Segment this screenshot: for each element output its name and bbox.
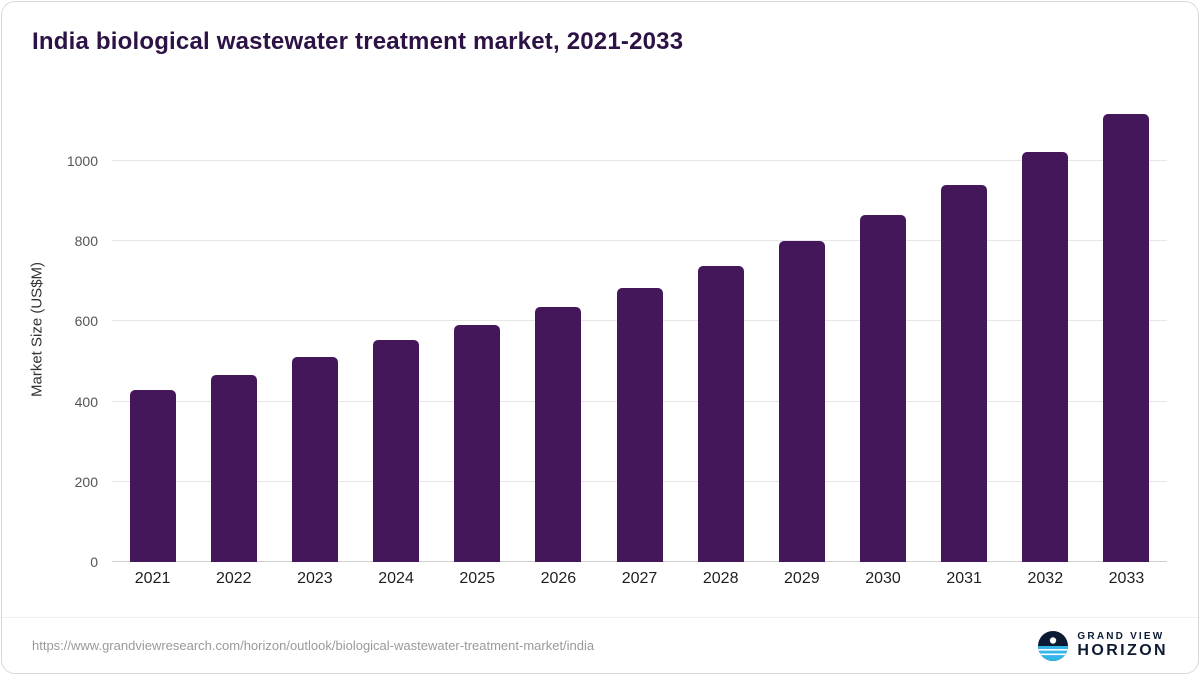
x-tick-label: 2028: [702, 570, 739, 587]
bar-2031: [941, 184, 988, 562]
brand-name-top: GRAND VIEW: [1077, 631, 1165, 643]
bar-2022: [210, 375, 257, 562]
source-url[interactable]: https://www.grandviewresearch.com/horizo…: [32, 638, 595, 653]
bar-2032: [1022, 152, 1069, 562]
x-tick-label: 2026: [540, 570, 577, 587]
x-tick-label: 2032: [1027, 570, 1064, 587]
x-tick-label: 2025: [459, 570, 495, 587]
x-tick-label: 2029: [784, 570, 820, 587]
bar-2030: [859, 214, 906, 562]
bar-2028: [697, 265, 744, 562]
bar-2025: [454, 324, 501, 562]
x-tick-label: 2021: [134, 570, 171, 587]
x-tick-label: 2031: [946, 570, 982, 587]
chart-title: India biological wastewater treatment ma…: [32, 28, 684, 55]
brand-name: GRAND VIEW HORIZON: [1077, 631, 1168, 660]
x-tick-label: 2030: [865, 570, 901, 587]
y-tick-label: 0: [90, 554, 98, 570]
bar-2033: [1103, 113, 1150, 562]
brand-logo: GRAND VIEW HORIZON: [1038, 630, 1168, 661]
gridline: [112, 160, 1167, 162]
bar-2026: [535, 306, 582, 562]
y-tick-label: 600: [74, 313, 98, 330]
grand-view-horizon-logo-icon: [1038, 630, 1069, 661]
y-tick-label: 1000: [66, 153, 98, 170]
x-tick-label: 2027: [621, 570, 658, 587]
brand-name-bottom: HORIZON: [1077, 642, 1168, 660]
y-tick-label: 200: [74, 473, 98, 490]
gridline: [112, 240, 1167, 242]
bar-2021: [129, 389, 176, 562]
y-axis-label: Market Size (US$M): [28, 261, 46, 398]
x-tick-label: 2022: [215, 570, 252, 587]
bar-2027: [616, 287, 663, 562]
x-axis-labels: 2021 2022 2023 2024 2025 2026 2027 2028 2029 2030…: [112, 570, 1167, 588]
x-tick-label: 2023: [297, 570, 333, 587]
bar-2023: [291, 357, 338, 562]
x-tick-label: 2033: [1108, 570, 1145, 587]
bar-2024: [373, 340, 420, 562]
footer: https://www.grandviewresearch.com/horizo…: [2, 617, 1198, 673]
plot-area: 0 200 400 600 800 1000: [67, 97, 1167, 570]
bar-2029: [778, 240, 825, 562]
x-tick-label: 2024: [378, 570, 414, 587]
y-tick-label: 800: [74, 233, 98, 250]
y-tick-label: 400: [74, 393, 98, 410]
